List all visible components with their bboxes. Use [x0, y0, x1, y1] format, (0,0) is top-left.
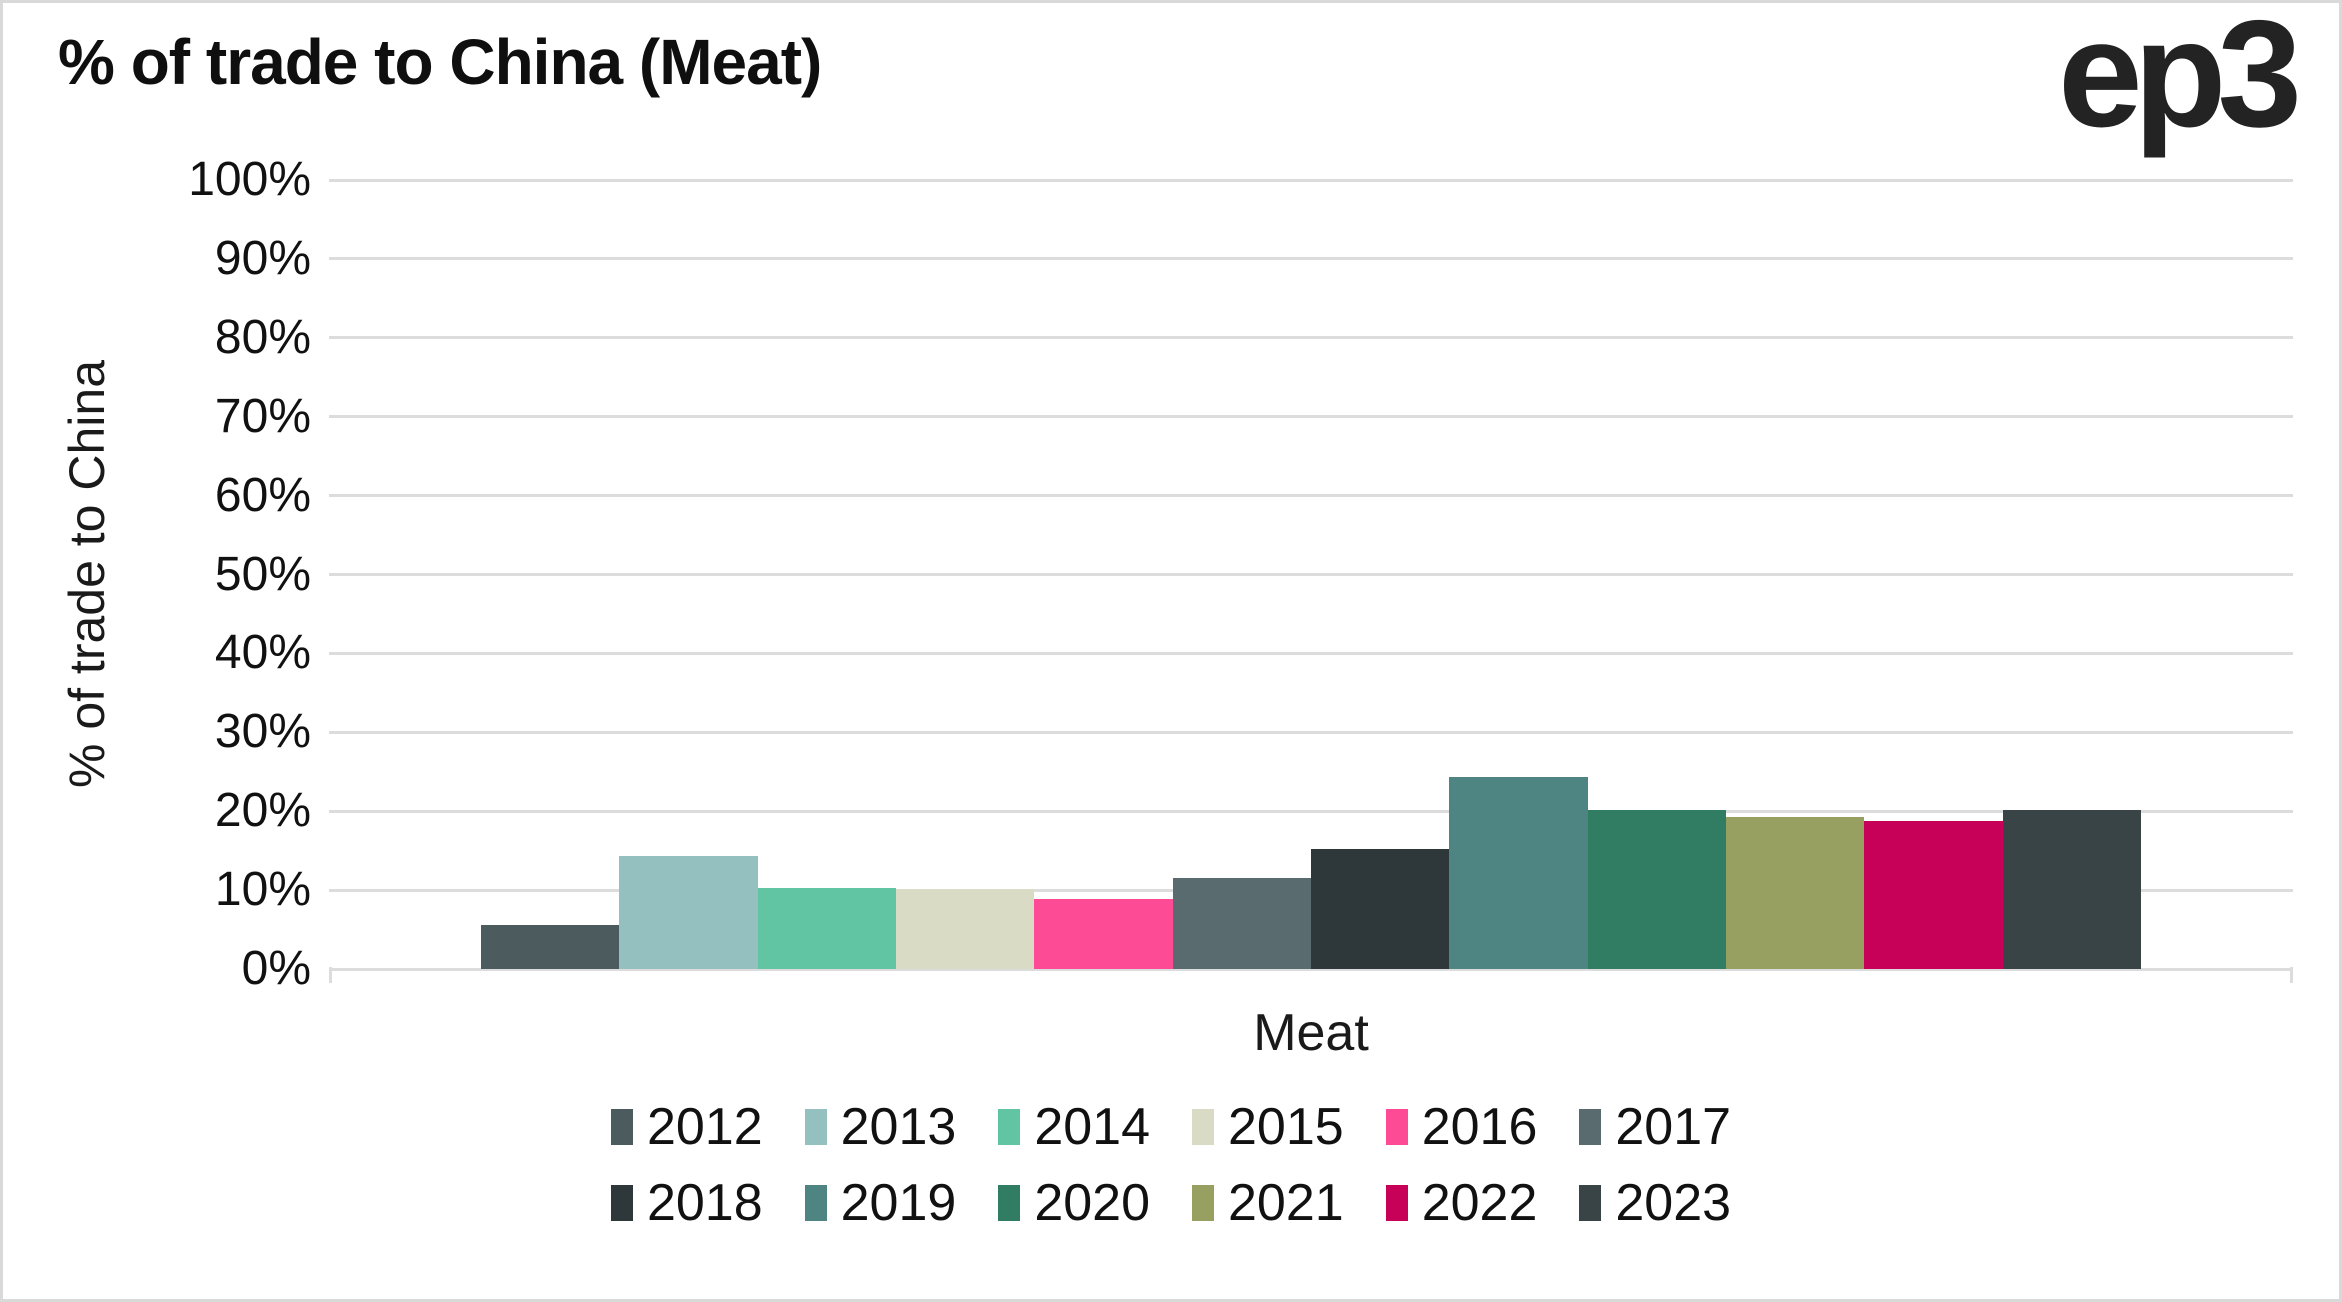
- chart-title: % of trade to China (Meat): [58, 26, 822, 98]
- bar-2021[interactable]: [1725, 816, 1865, 969]
- bar-2012[interactable]: [481, 924, 620, 969]
- legend-row-1: 2012 2013 2014 2015 2016 2017: [610, 1098, 1731, 1156]
- bar-2015[interactable]: [895, 888, 1035, 969]
- y-tick-label-30: 30%: [214, 705, 311, 759]
- gridline-30: [329, 730, 2293, 734]
- gridline-70: [329, 415, 2293, 419]
- legend-label-2022: 2022: [1421, 1174, 1538, 1232]
- legend-swatch-2016: [1385, 1109, 1408, 1145]
- y-tick-label-10: 10%: [214, 863, 311, 917]
- x-axis-label: Meat: [1253, 1004, 1369, 1062]
- legend-item-2015[interactable]: 2015: [1192, 1101, 1344, 1153]
- y-tick-label-50: 50%: [214, 547, 311, 601]
- gridline-90: [329, 257, 2293, 261]
- legend-label-2015: 2015: [1228, 1098, 1344, 1156]
- y-tick-label-0: 0%: [241, 942, 311, 995]
- legend-swatch-2014: [998, 1109, 1021, 1145]
- legend-swatch-2020: [998, 1185, 1021, 1221]
- legend-item-2014[interactable]: 2014: [998, 1101, 1150, 1153]
- legend-swatch-2015: [1192, 1109, 1214, 1145]
- gridline-20: [329, 809, 2293, 813]
- legend-swatch-2019: [804, 1185, 827, 1221]
- gridline-40: [329, 651, 2293, 655]
- gridline-60: [329, 494, 2293, 498]
- legend: 2012 2013 2014 2015 2016 2017 2018 2019 2020 2021…: [3, 1101, 2339, 1229]
- bar-2013[interactable]: [619, 856, 758, 969]
- legend-swatch-2021: [1192, 1185, 1214, 1221]
- legend-item-2012[interactable]: 2012: [610, 1098, 763, 1156]
- legend-item-2018[interactable]: 2018: [610, 1174, 763, 1232]
- legend-item-2020[interactable]: 2020: [998, 1177, 1150, 1229]
- legend-label-2016: 2016: [1421, 1098, 1538, 1156]
- bar-2016[interactable]: [1034, 898, 1173, 969]
- gridline-50: [329, 573, 2293, 576]
- legend-item-2019[interactable]: 2019: [804, 1174, 957, 1232]
- legend-item-2021[interactable]: 2021: [1192, 1177, 1344, 1229]
- legend-label-2021: 2021: [1228, 1174, 1344, 1232]
- legend-item-2017[interactable]: 2017: [1579, 1101, 1731, 1153]
- bar-2022[interactable]: [1864, 821, 2003, 969]
- y-tick-label-100: 100%: [188, 153, 311, 206]
- legend-swatch-2018: [610, 1185, 633, 1221]
- legend-label-2018: 2018: [646, 1174, 763, 1232]
- ep3-logo: ep3: [2058, 0, 2302, 159]
- legend-item-2013[interactable]: 2013: [804, 1098, 957, 1156]
- x-axis-tick-left: [329, 967, 332, 983]
- legend-swatch-2012: [610, 1109, 633, 1145]
- y-tick-label-40: 40%: [214, 626, 311, 680]
- y-tick-label-80: 80%: [214, 310, 311, 364]
- legend-item-2022[interactable]: 2022: [1385, 1174, 1538, 1232]
- bar-2019[interactable]: [1449, 777, 1588, 969]
- legend-item-2016[interactable]: 2016: [1385, 1098, 1538, 1156]
- legend-item-2023[interactable]: 2023: [1579, 1177, 1731, 1229]
- y-tick-label-90: 90%: [214, 231, 311, 285]
- y-tick-label-20: 20%: [214, 784, 311, 838]
- legend-label-2012: 2012: [646, 1098, 763, 1156]
- legend-label-2023: 2023: [1615, 1174, 1732, 1232]
- x-axis-tick-right: [2290, 967, 2293, 983]
- gridline-80: [329, 336, 2293, 340]
- legend-swatch-2013: [804, 1109, 827, 1145]
- legend-label-2017: 2017: [1615, 1098, 1732, 1156]
- legend-swatch-2023: [1579, 1185, 1602, 1221]
- legend-row-2: 2018 2019 2020 2021 2022 2023: [610, 1174, 1731, 1232]
- plot-area: [329, 178, 2293, 983]
- bar-2017[interactable]: [1172, 878, 1311, 969]
- bar-2018[interactable]: [1310, 849, 1450, 969]
- y-tick-label-60: 60%: [214, 468, 311, 522]
- gridline-0: [329, 967, 2293, 971]
- legend-swatch-2017: [1579, 1109, 1602, 1145]
- bar-2020[interactable]: [1587, 810, 1726, 969]
- gridline-100: [329, 178, 2293, 182]
- legend-label-2019: 2019: [840, 1174, 957, 1232]
- y-tick-label-70: 70%: [214, 389, 311, 443]
- legend-swatch-2022: [1385, 1185, 1408, 1221]
- bar-2014[interactable]: [757, 887, 896, 969]
- legend-label-2020: 2020: [1034, 1174, 1150, 1232]
- legend-label-2014: 2014: [1034, 1098, 1150, 1156]
- legend-label-2013: 2013: [840, 1098, 957, 1156]
- bar-2023[interactable]: [2002, 809, 2141, 969]
- bars-group: [329, 180, 2293, 969]
